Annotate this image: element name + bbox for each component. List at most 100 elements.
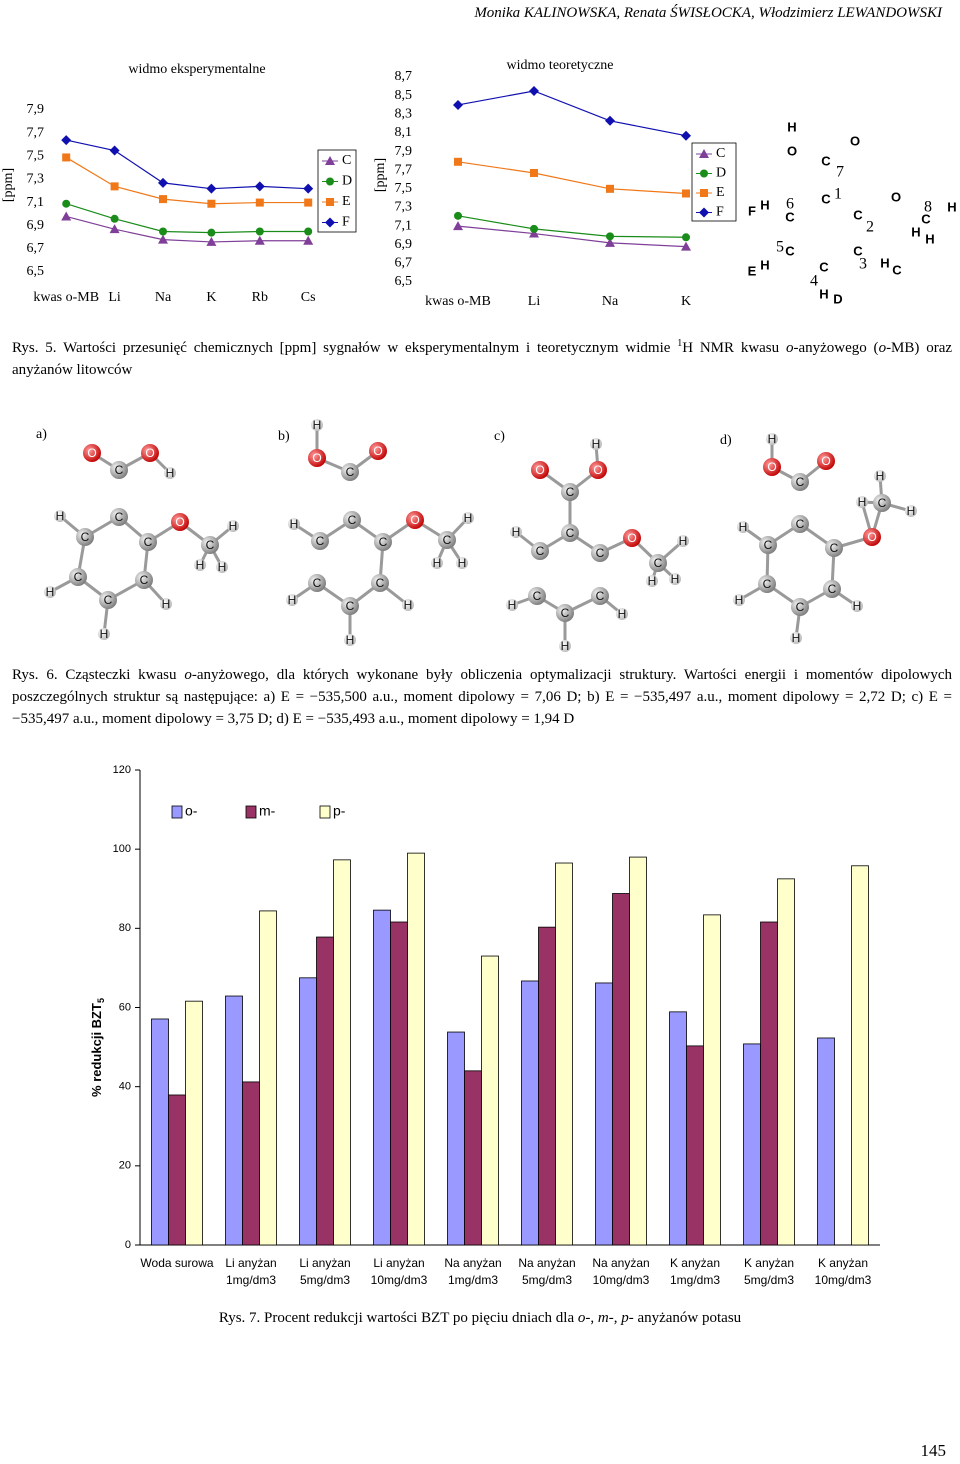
atom-label: C: [115, 510, 124, 524]
marker: [62, 153, 71, 162]
x-tick-label: K: [681, 294, 691, 309]
atom: [649, 554, 667, 572]
atom: [160, 598, 172, 610]
atom-label: C: [596, 589, 605, 603]
atom-label: H: [876, 469, 885, 483]
x-tick-label: kwas o-MB: [425, 294, 491, 309]
atom: [758, 575, 776, 593]
atom: [69, 568, 87, 586]
y-tick-label: 8,1: [395, 125, 413, 140]
atom-label: 4: [810, 273, 818, 290]
atom: [874, 470, 886, 482]
legend-label: F: [716, 205, 724, 220]
y-tick-label: 8,3: [395, 106, 413, 121]
x-tick-label: Cs: [301, 290, 316, 305]
atom-label: H: [464, 511, 473, 525]
series-line: [66, 139, 309, 190]
bar: [299, 977, 317, 1246]
atom-label: H: [911, 224, 920, 239]
caption-text: m: [597, 1310, 609, 1326]
atom-label: H: [166, 466, 175, 480]
marker: [207, 228, 216, 237]
atom: [791, 515, 809, 533]
caption-text: o: [785, 340, 794, 356]
y-tick-label: 60: [119, 1001, 131, 1013]
atom: [201, 536, 219, 554]
atom-label: H: [404, 598, 413, 612]
series-line: [457, 90, 687, 137]
atom: [856, 496, 868, 508]
marker: [158, 234, 168, 244]
legend-label: o-: [185, 803, 198, 819]
figure-caption: Rys. 7. Procent redukcji wartości BZT po…: [0, 1307, 960, 1329]
marker: [529, 228, 539, 238]
marker: [325, 156, 335, 165]
series-line: [66, 203, 309, 234]
marker: [255, 227, 264, 236]
atom-label: O: [821, 454, 830, 468]
atom: [308, 574, 326, 592]
atom: [83, 444, 101, 462]
y-tick-label: 7,1: [395, 218, 413, 233]
x-tick-label: Na anyżan 10mg/dm3: [592, 1256, 650, 1287]
atom-label: H: [739, 520, 748, 534]
atom-label: C: [878, 496, 887, 510]
y-tick-label: 7,1: [27, 195, 45, 210]
caption-text: p: [621, 1310, 629, 1326]
atom-label: C: [316, 534, 325, 548]
atom: [825, 539, 843, 557]
series-line: [66, 215, 309, 243]
y-tick-label: 7,3: [27, 172, 45, 187]
bar: [612, 893, 630, 1246]
chart-title: widmo teoretyczne: [507, 58, 614, 73]
caption-text: -,: [608, 1310, 622, 1326]
marker: [158, 177, 168, 188]
marker: [699, 149, 709, 158]
atom-label: D: [833, 291, 842, 306]
marker: [109, 224, 120, 234]
bar: [595, 982, 613, 1246]
atom-label: H: [787, 119, 796, 134]
atom: [561, 483, 579, 501]
atom: [110, 508, 128, 526]
atom-label: H: [947, 199, 956, 214]
atom: [646, 575, 658, 587]
marker: [454, 157, 462, 166]
bar: [686, 1045, 704, 1246]
marker: [159, 195, 167, 204]
y-tick-label: 6,5: [27, 264, 45, 279]
atom-label: H: [512, 525, 521, 539]
atom-label: H: [433, 556, 442, 570]
atom-label: C: [144, 535, 153, 549]
figure-caption: Rys. 5. Wartości przesunięć chemicznych …: [12, 333, 952, 381]
atom: [623, 529, 641, 547]
y-axis-label: [ppm]: [1, 168, 16, 202]
atom: [369, 442, 387, 460]
atom-label: C: [821, 153, 831, 168]
x-tick-label: Na anyżan 5mg/dm3: [518, 1256, 576, 1287]
structure-label: c): [494, 429, 505, 444]
marker: [110, 214, 119, 223]
atom: [591, 587, 609, 605]
atom-label: C: [764, 538, 773, 552]
marker: [682, 189, 690, 198]
bar: [760, 921, 778, 1246]
atom-label: O: [787, 143, 797, 158]
atom-label: H: [853, 599, 862, 613]
bar: [743, 1043, 761, 1246]
y-tick-label: 7,9: [27, 102, 45, 117]
atom: [54, 510, 66, 522]
atom-label: O: [145, 446, 154, 460]
atom: [506, 599, 518, 611]
atom-label: H: [760, 197, 769, 212]
structure-label: b): [278, 429, 290, 444]
atom-label: C: [796, 600, 805, 614]
marker: [605, 237, 615, 247]
atom: [766, 433, 778, 445]
bar: [555, 862, 573, 1246]
y-tick-label: 7,9: [395, 144, 413, 159]
legend-label: m-: [259, 803, 276, 819]
caption-text: o: [878, 340, 887, 356]
atom-label: C: [533, 589, 542, 603]
bar: [373, 909, 391, 1246]
